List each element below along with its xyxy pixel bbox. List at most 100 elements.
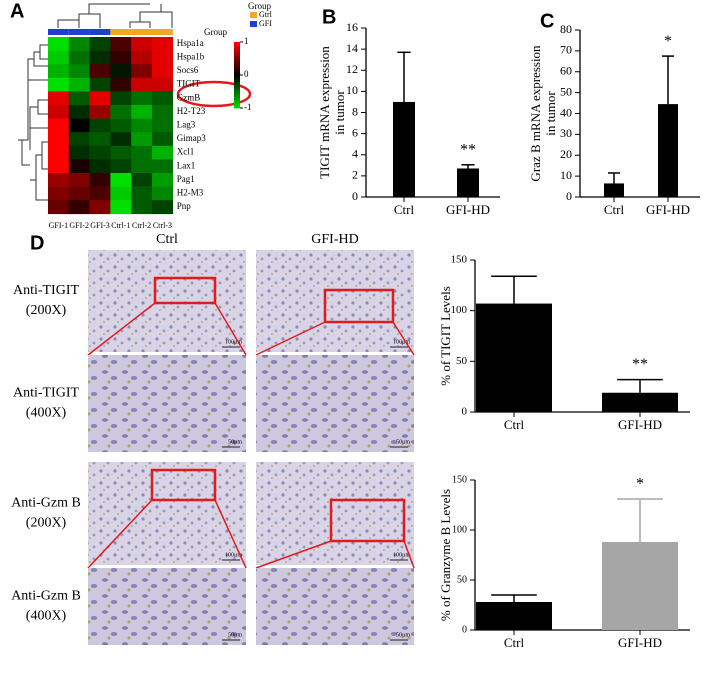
y-tick-label: 10: [560, 168, 572, 182]
colorbar-step: [234, 94, 240, 98]
group-row-label: Group: [204, 27, 227, 37]
heatmap-cell: [110, 118, 132, 133]
heatmap-cell: [68, 77, 90, 92]
colorbar-step: [234, 70, 240, 74]
legend-swatch: [250, 12, 257, 18]
y-tick-label: 50: [560, 84, 572, 98]
heatmap-cell: [131, 145, 153, 160]
row-label: Anti-TIGIT: [13, 283, 80, 298]
row-label: Hspa1a: [177, 38, 204, 48]
x-tick-label: GFI-HD: [618, 635, 662, 650]
heatmap-cell: [68, 159, 90, 174]
heatmap-cell: [48, 186, 70, 201]
heatmap-cell: [131, 77, 153, 92]
heatmap-cell: [110, 132, 132, 147]
heatmap-cell: [89, 145, 111, 160]
y-tick-label: 50: [457, 574, 467, 585]
y-tick-label: 0: [566, 189, 572, 203]
column-label: Ctrl-3: [153, 221, 172, 230]
y-tick-label: 6: [352, 125, 358, 139]
group-bar: [68, 29, 90, 35]
colorbar-step: [234, 50, 240, 54]
heatmap-cell: [48, 64, 70, 79]
bar: [602, 542, 678, 630]
row-label: Lag3: [177, 119, 196, 129]
heatmap-cell: [152, 64, 174, 79]
y-tick-label: 100: [451, 304, 468, 316]
scale-bar-label: 50μm: [228, 439, 242, 445]
x-tick-label: Ctrl: [504, 635, 525, 650]
heatmap-cell: [48, 145, 70, 160]
heatmap-cell: [68, 145, 90, 160]
y-axis-label: Graz B mRNA expression: [528, 45, 543, 182]
heatmap-cell: [48, 91, 70, 106]
colorbar-step: [234, 42, 240, 45]
zoom-line: [87, 302, 156, 356]
row-label: TIGIT: [177, 79, 201, 89]
scale-bar-label: 100μm: [225, 339, 242, 345]
heatmap-cell: [48, 200, 70, 215]
y-tick-label: 30: [560, 126, 572, 140]
colorbar-step: [234, 103, 240, 107]
panel-label: D: [30, 232, 44, 254]
heatmap-cell: [68, 132, 90, 147]
row-label: Socs6: [177, 65, 199, 75]
x-tick-label: GFI-HD: [618, 417, 662, 432]
y-tick-label: 2: [352, 168, 358, 182]
heatmap-cell: [152, 173, 174, 187]
zoom-line: [214, 302, 247, 356]
heatmap-cell: [48, 37, 70, 51]
bar: [476, 303, 552, 412]
heatmap-cell: [89, 105, 111, 119]
legend-label: GFI: [259, 19, 272, 28]
colorbar-step: [234, 64, 240, 67]
significance-label: *: [664, 33, 672, 50]
colorbar-step: [234, 101, 240, 104]
y-axis-label: % of TIGIT Levels: [438, 286, 453, 386]
row-label: Gimap3: [177, 133, 206, 143]
y-tick-label: 80: [560, 22, 572, 36]
panel-label: C: [540, 10, 554, 32]
heatmap-cell: [152, 186, 174, 201]
heatmap-cell: [110, 37, 132, 51]
column-header: Ctrl: [156, 232, 178, 247]
heatmap-cell: [68, 186, 90, 201]
y-tick-label: 60: [560, 64, 572, 78]
heatmap-cell: [152, 200, 174, 215]
y-axis-label: in tumor: [543, 91, 558, 136]
y-tick-label: 40: [560, 105, 572, 119]
y-tick-label: 50: [456, 355, 468, 367]
micrograph-panel: D Ctrl GFI-HD Anti-TIGIT (200X) 100μm 100μm Ant…: [11, 232, 415, 645]
heatmap-cell: [110, 91, 132, 106]
colorbar-step: [234, 57, 240, 60]
heatmap-cell: [131, 64, 153, 79]
heatmap-cell: [89, 37, 111, 51]
heatmap-cell: [68, 64, 90, 79]
column-header: GFI-HD: [311, 232, 358, 247]
y-tick-label: 16: [346, 20, 358, 34]
zoom-box: [150, 468, 217, 502]
heatmap-cell: [89, 186, 111, 201]
column-label: GFI-1: [49, 221, 69, 230]
colorbar-tick-label: 1: [244, 36, 249, 46]
colorbar-step: [234, 44, 240, 47]
heatmap-cell: [89, 173, 111, 187]
heatmap-cell: [131, 173, 153, 187]
y-axis-label: TIGIT mRNA expression: [317, 46, 332, 179]
colorbar-step: [234, 79, 240, 82]
heatmap-cell: [152, 145, 174, 160]
colorbar-step: [234, 105, 240, 109]
colorbar-step: [234, 97, 240, 100]
heatmap-cell: [89, 91, 111, 106]
bar: [476, 602, 552, 630]
heatmap-cell: [131, 105, 153, 119]
bar: [658, 104, 678, 197]
colorbar-step: [234, 83, 240, 87]
x-tick-label: GFI-HD: [646, 202, 690, 217]
x-tick-label: Ctrl: [394, 202, 415, 217]
zoom-line: [255, 321, 326, 356]
heatmap-cell: [89, 50, 111, 65]
zoom-line: [255, 540, 332, 569]
x-tick-label: GFI-HD: [446, 202, 490, 217]
